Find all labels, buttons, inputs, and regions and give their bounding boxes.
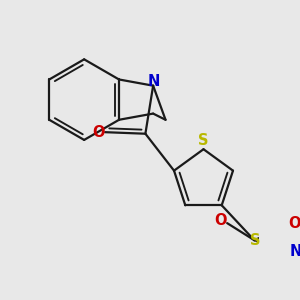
Text: O: O (214, 212, 226, 227)
Text: N: N (289, 244, 300, 259)
Text: O: O (92, 125, 104, 140)
Text: S: S (198, 133, 209, 148)
Text: N: N (148, 74, 160, 89)
Text: O: O (288, 216, 300, 231)
Text: S: S (250, 233, 260, 248)
